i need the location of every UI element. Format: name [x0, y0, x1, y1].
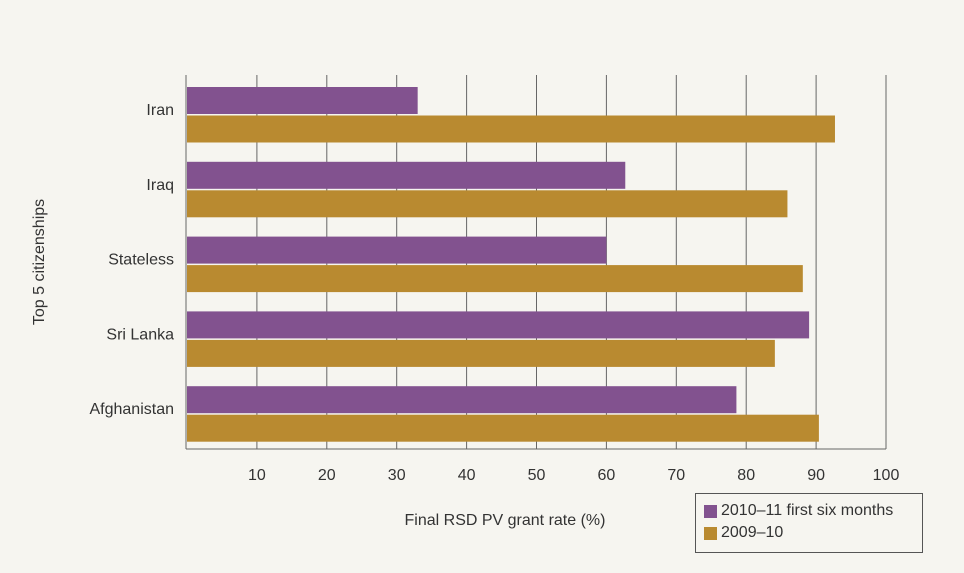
y-tick-label: Iraq [146, 177, 174, 194]
y-axis-label: Top 5 citizenships [31, 199, 48, 325]
legend-item: 2009–10 [704, 522, 914, 544]
legend-label: 2009–10 [721, 524, 784, 541]
y-tick-label: Sri Lanka [106, 326, 174, 343]
x-tick-label: 50 [528, 467, 546, 484]
x-tick-label: 10 [248, 467, 266, 484]
y-tick-label: Iran [146, 102, 174, 119]
y-tick-label: Afghanistan [89, 401, 174, 418]
bar-2010-11 [187, 386, 737, 414]
x-tick-label: 30 [388, 467, 406, 484]
bar-2010-11 [187, 236, 607, 264]
bar-2009-10 [187, 414, 819, 442]
x-tick-label: 70 [667, 467, 685, 484]
bar-2009-10 [187, 339, 775, 367]
x-tick-label: 40 [458, 467, 476, 484]
legend-swatch [704, 504, 717, 518]
y-tick-label: Stateless [108, 252, 174, 269]
x-tick-label: 80 [737, 467, 755, 484]
legend: 2010–11 first six months 2009–10 [695, 493, 923, 553]
x-axis-label: Final RSD PV grant rate (%) [405, 512, 606, 529]
legend-swatch [704, 526, 717, 540]
bar-2010-11 [187, 311, 810, 339]
x-tick-label: 20 [318, 467, 336, 484]
bar-2009-10 [187, 190, 788, 218]
legend-label: 2010–11 first six months [721, 502, 894, 519]
bar-2010-11 [187, 161, 626, 189]
legend-item: 2010–11 first six months [704, 500, 914, 522]
bar-2010-11 [187, 87, 418, 114]
x-tick-label: 90 [807, 467, 825, 484]
x-tick-label: 60 [598, 467, 616, 484]
x-tick-label: 100 [873, 467, 900, 484]
bar-2009-10 [187, 115, 835, 143]
bar-2009-10 [187, 265, 803, 293]
